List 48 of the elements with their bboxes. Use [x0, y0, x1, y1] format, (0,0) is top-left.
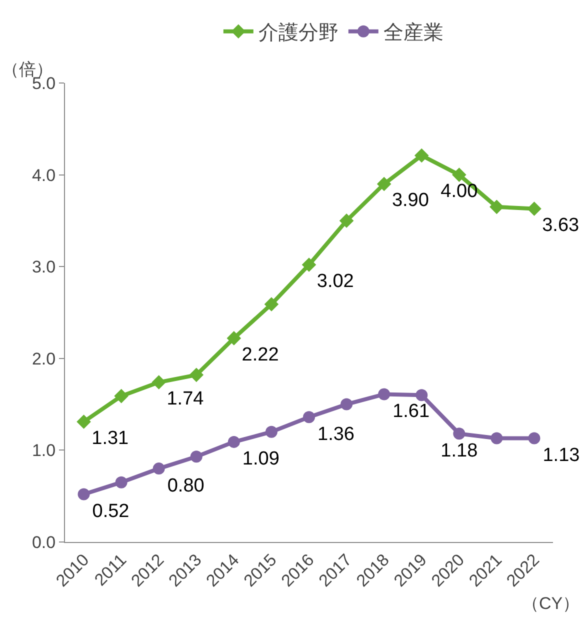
point [378, 388, 390, 400]
data-label: 1.31 [92, 428, 129, 449]
data-label: 1.74 [166, 388, 204, 410]
data-label: 1.18 [440, 440, 478, 462]
point [189, 368, 204, 382]
point [527, 202, 542, 216]
data-label: 3.90 [392, 190, 429, 212]
y-tick-label: 2.0 [32, 349, 56, 368]
legend-label: 介護分野 [258, 22, 338, 44]
point [453, 428, 466, 440]
point [302, 258, 316, 272]
point [452, 168, 466, 182]
data-label: 4.00 [440, 180, 478, 202]
point [115, 476, 128, 488]
point [340, 398, 353, 410]
point [265, 426, 278, 438]
legend-label: 全産業 [383, 22, 444, 44]
point [78, 488, 90, 500]
point [490, 432, 503, 444]
point [490, 200, 504, 214]
data-label: 1.13 [542, 445, 580, 466]
x-axis-title: （CY） [522, 594, 580, 613]
point [76, 414, 91, 429]
data-label: 1.36 [318, 424, 354, 445]
data-label: 1.61 [392, 400, 430, 422]
data-label: 1.09 [242, 448, 280, 470]
y-tick-label: 3.0 [32, 258, 56, 277]
data-label: 3.02 [316, 270, 354, 292]
data-label: 3.63 [542, 214, 580, 236]
point [414, 148, 429, 163]
y-tick-label: 1.0 [32, 441, 56, 460]
point [416, 389, 428, 402]
point [264, 297, 279, 312]
point [376, 176, 392, 192]
point [114, 388, 128, 404]
data-label: 0.80 [167, 475, 204, 496]
point [152, 375, 166, 390]
data-label: 2.22 [242, 344, 279, 366]
data-label: 0.52 [92, 501, 130, 522]
point [528, 432, 540, 444]
point [339, 214, 354, 228]
y-tick-label: 0.0 [32, 532, 56, 552]
point [303, 411, 315, 424]
y-tick-label: 4.0 [32, 166, 56, 185]
point [226, 331, 242, 346]
point [228, 436, 240, 448]
point [190, 450, 202, 463]
point [152, 462, 165, 475]
